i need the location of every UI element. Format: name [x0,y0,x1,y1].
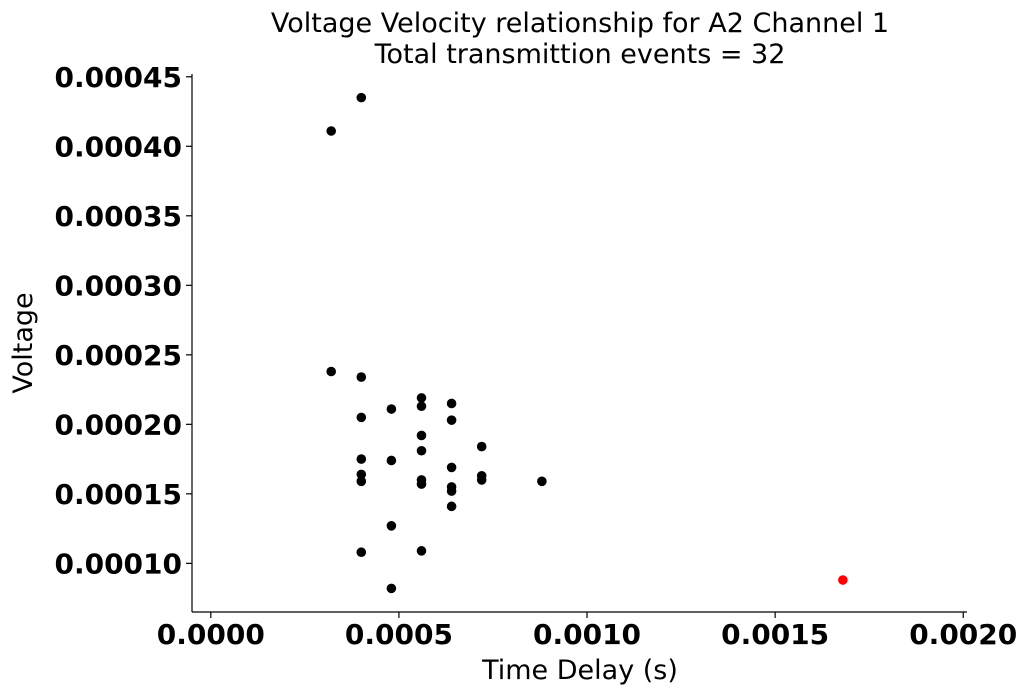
data-point [386,404,397,414]
y-tick-label: 0.00040 [54,130,182,163]
x-tick-label: 0.0000 [157,618,265,651]
data-point [356,547,367,558]
data-point [537,476,547,487]
data-point [356,454,367,464]
data-point [476,475,487,485]
y-tick-label: 0.00025 [54,339,182,372]
y-tick-label: 0.00015 [54,478,182,511]
data-point [446,398,457,409]
data-point [416,401,427,412]
y-ticks: 0.00010 0.00015 0.00020 0.00025 0.00030 0.000… [54,61,192,580]
data-point [476,441,487,452]
data-point [356,412,367,423]
y-axis-label: Voltage [8,292,39,393]
data-point [356,372,367,382]
data-point [356,469,367,480]
y-tick-label: 0.00035 [54,200,182,233]
data-point [416,393,427,403]
y-tick-label: 0.00010 [54,547,182,580]
x-ticks: 0.0000 0.0005 0.0010 0.0015 0.0020 [157,612,1017,651]
data-point [416,430,427,441]
x-tick-label: 0.0010 [533,618,641,651]
y-tick-label: 0.00045 [54,61,182,94]
data-point [386,583,397,594]
data-points [326,92,848,594]
data-point [446,501,457,512]
data-point [326,366,336,377]
chart-subtitle: Total transmittion events = 32 [374,39,786,70]
x-tick-label: 0.0015 [721,618,829,651]
data-point [356,92,367,103]
x-tick-label: 0.0005 [345,618,453,651]
x-axis-label: Time Delay (s) [481,655,678,686]
data-point [838,575,848,585]
y-tick-label: 0.00020 [54,408,182,441]
data-point [416,479,427,489]
data-point [386,455,397,466]
data-point [446,486,457,496]
data-point [386,521,397,531]
data-point [356,476,367,487]
data-point [446,415,457,425]
x-tick-label: 0.0020 [909,618,1017,651]
y-tick-label: 0.00030 [54,269,182,302]
data-point [446,462,457,473]
chart-title: Voltage Velocity relationship for A2 Cha… [271,8,889,39]
data-point [326,126,336,136]
plot-area: 0.0000 0.0005 0.0010 0.0015 0.0020 0.000100.… [54,61,1017,651]
data-point [416,546,427,556]
data-point [416,445,427,456]
